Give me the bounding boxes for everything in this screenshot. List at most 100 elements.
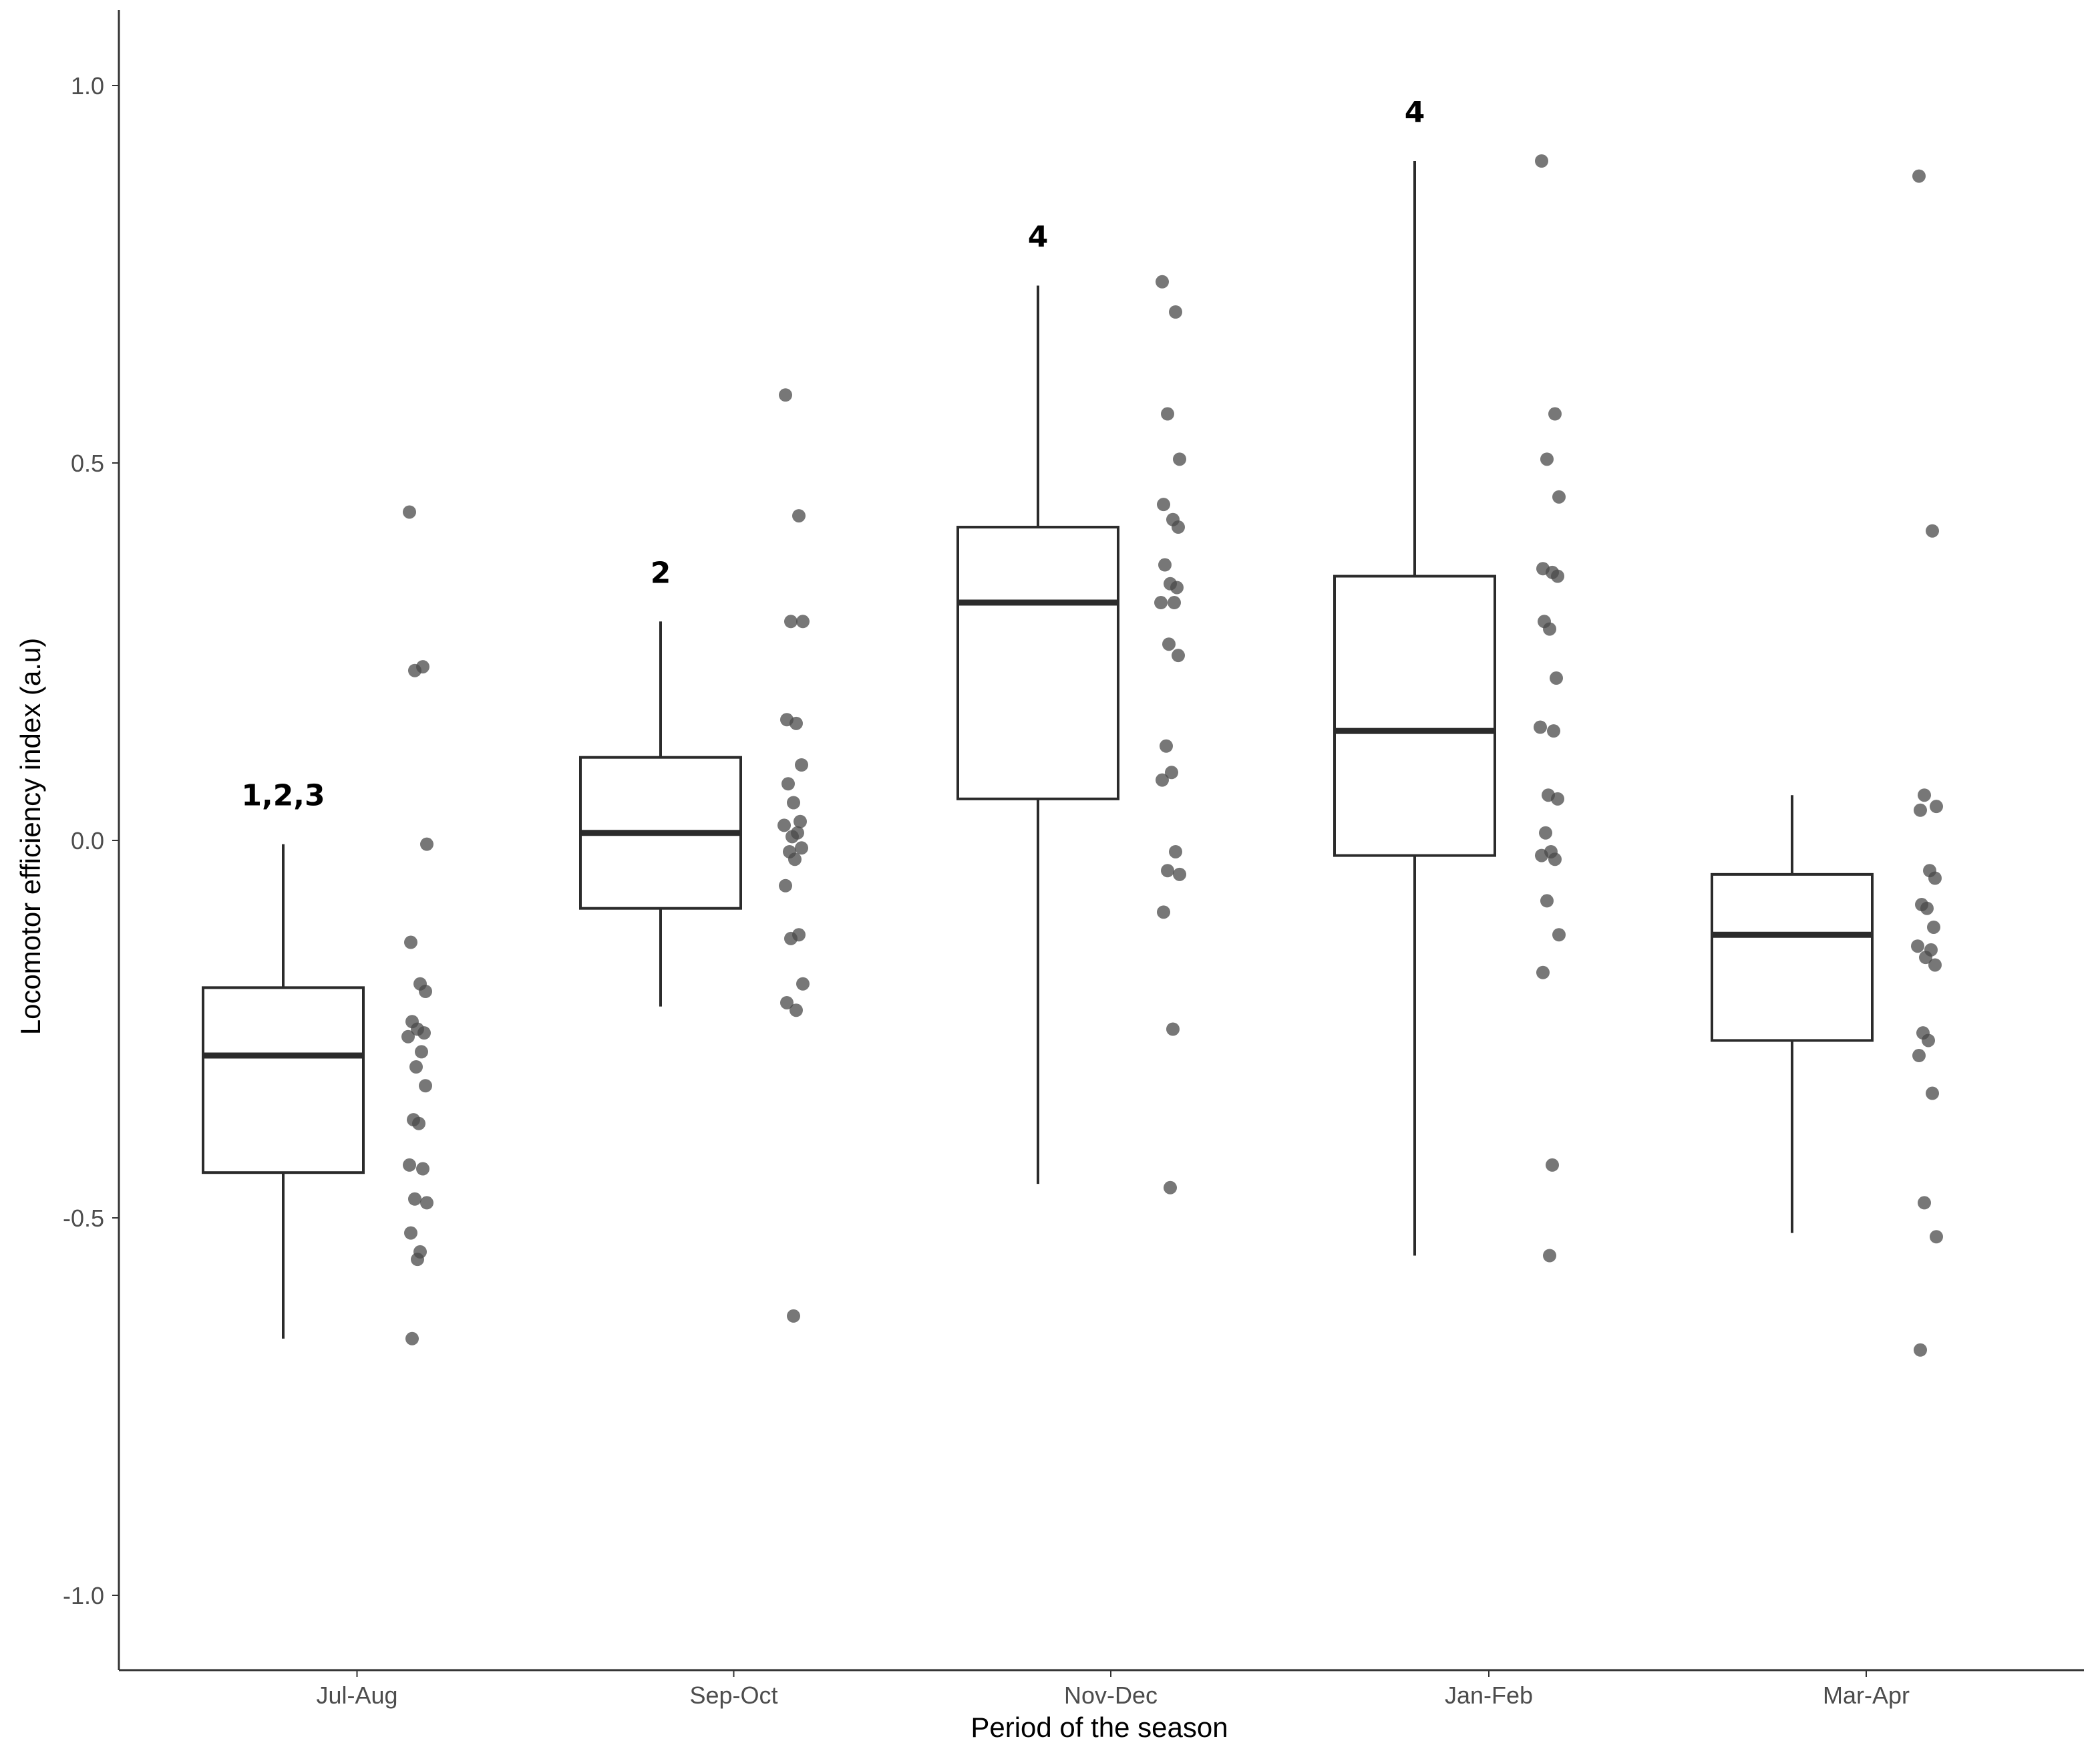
data-point <box>1169 305 1182 319</box>
x-axis: Jul-Aug Sep-Oct Nov-Dec Jan-Feb Mar-Apr <box>119 1669 2084 1709</box>
y-axis-title: Locomotor efficiency index (a.u) <box>15 638 46 1035</box>
x-tick-label: Sep-Oct <box>689 1682 777 1709</box>
significance-label: 1,2,3 <box>241 779 325 813</box>
data-point <box>796 977 810 991</box>
data-point <box>1548 407 1562 421</box>
data-point <box>777 818 791 832</box>
data-point <box>412 1116 425 1130</box>
x-tick-label: Jan-Feb <box>1445 1682 1533 1709</box>
data-point <box>1546 1158 1559 1172</box>
y-tick-label: 0.0 <box>71 827 104 854</box>
data-point <box>1911 939 1924 953</box>
data-point <box>779 388 792 402</box>
data-point <box>790 716 803 730</box>
data-point <box>1164 1180 1177 1194</box>
data-point <box>1172 520 1185 534</box>
data-point <box>790 1003 803 1017</box>
box-group <box>1711 169 1943 1357</box>
y-tick-label: -0.5 <box>63 1205 104 1232</box>
x-axis-title: Period of the season <box>971 1712 1228 1743</box>
data-point <box>417 1026 431 1040</box>
box <box>1711 872 1874 1042</box>
box <box>202 986 365 1174</box>
data-point <box>1550 671 1563 685</box>
data-point <box>403 1158 416 1172</box>
data-point <box>1543 1249 1556 1263</box>
y-tick-label: -1.0 <box>63 1582 104 1609</box>
data-point <box>1158 558 1172 572</box>
data-point <box>1173 452 1186 466</box>
data-point <box>415 1045 428 1059</box>
data-point <box>788 852 802 866</box>
data-point <box>1547 724 1560 738</box>
data-point <box>1540 894 1554 908</box>
data-point <box>1918 1196 1931 1210</box>
box <box>1333 575 1496 857</box>
data-point <box>1157 498 1170 512</box>
data-point <box>409 1060 423 1074</box>
data-point <box>1551 569 1564 583</box>
data-point <box>404 1226 417 1240</box>
plot-area: 1,2,3 2 4 4 <box>202 96 1943 1357</box>
data-point <box>795 758 808 772</box>
data-point <box>420 1196 433 1210</box>
data-point <box>1172 649 1185 663</box>
data-point <box>1170 581 1184 595</box>
data-point <box>1922 1033 1935 1048</box>
box-group: 4 <box>1333 96 1566 1263</box>
data-point <box>785 830 799 844</box>
data-point <box>1540 452 1554 466</box>
x-tick-label: Nov-Dec <box>1064 1682 1158 1709</box>
data-point <box>1162 637 1176 651</box>
data-point <box>787 796 800 810</box>
data-point <box>784 615 798 629</box>
data-point <box>1168 596 1181 610</box>
significance-label: 2 <box>651 556 671 590</box>
data-point <box>408 663 421 677</box>
data-point <box>1161 864 1174 878</box>
data-point <box>1928 958 1942 972</box>
data-point <box>419 985 432 998</box>
data-point <box>403 505 416 519</box>
y-axis: 1.0 0.5 0.0 -0.5 -1.0 <box>63 10 120 1670</box>
data-point <box>1548 852 1562 866</box>
data-point <box>781 777 795 791</box>
data-point <box>1166 1022 1180 1036</box>
data-point <box>1165 766 1178 780</box>
data-point <box>1920 901 1934 915</box>
significance-label: 4 <box>1405 96 1425 130</box>
data-point <box>411 1253 424 1267</box>
data-point <box>1543 622 1556 636</box>
data-point <box>1157 905 1170 919</box>
data-point <box>1926 1086 1939 1100</box>
data-point <box>1914 1343 1927 1357</box>
data-point <box>404 935 417 949</box>
data-point <box>1912 169 1926 183</box>
y-tick-label: 0.5 <box>71 450 104 477</box>
data-point <box>1160 739 1173 753</box>
data-point <box>780 995 794 1009</box>
data-point <box>401 1029 415 1044</box>
data-point <box>1927 920 1940 934</box>
data-point <box>1161 407 1174 421</box>
data-point <box>1552 490 1566 504</box>
y-tick-label: 1.0 <box>71 72 104 100</box>
data-point <box>1919 951 1932 965</box>
data-point <box>416 1162 429 1176</box>
data-point <box>1918 788 1931 802</box>
data-point <box>1539 826 1552 840</box>
data-point <box>1536 965 1550 979</box>
data-point <box>405 1331 419 1345</box>
data-point <box>779 878 792 893</box>
data-point <box>1156 773 1169 787</box>
box <box>956 526 1119 800</box>
data-point <box>1551 792 1564 806</box>
data-point <box>1914 803 1927 817</box>
data-point <box>1535 154 1548 168</box>
box-group: 4 <box>956 220 1186 1194</box>
data-point <box>419 1079 432 1093</box>
data-point <box>795 841 808 855</box>
data-point <box>1912 1049 1926 1063</box>
data-point <box>420 837 433 851</box>
